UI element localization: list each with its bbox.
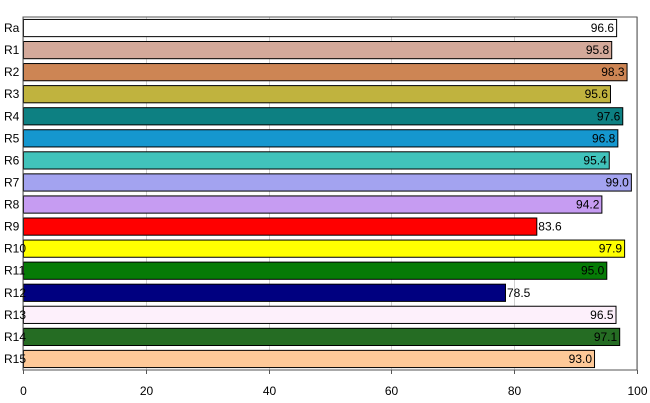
bar-r6 [23, 151, 610, 170]
category-label-r1: R1 [4, 43, 20, 57]
category-label-r9: R9 [4, 220, 20, 234]
bar-r11 [23, 261, 608, 280]
category-label-r11: R11 [4, 264, 25, 278]
data-label-r1: 95.8 [586, 43, 610, 57]
x-tick-label: 0 [20, 384, 27, 398]
data-label-ra: 96.6 [591, 21, 615, 35]
category-label-r4: R4 [4, 109, 20, 123]
x-tick-label: 40 [263, 384, 277, 398]
bar-r9 [23, 217, 538, 236]
x-tick-label: 20 [140, 384, 154, 398]
data-label-r8: 94.2 [576, 198, 600, 212]
bar-r7 [23, 173, 632, 192]
bar-r2 [23, 63, 628, 82]
x-tick-label: 60 [385, 384, 399, 398]
category-label-r14: R14 [4, 330, 26, 344]
data-label-r13: 96.5 [590, 308, 614, 322]
category-label-ra: Ra [4, 21, 20, 35]
data-label-r5: 96.8 [592, 131, 616, 145]
bar-r8 [23, 195, 603, 214]
data-label-r10: 97.9 [599, 242, 623, 256]
data-label-r14: 97.1 [594, 330, 618, 344]
bar-r12 [23, 283, 506, 302]
category-label-r8: R8 [4, 198, 20, 212]
data-label-r9: 83.6 [538, 220, 562, 234]
data-label-r7: 99.0 [606, 175, 630, 189]
data-label-r6: 95.4 [583, 153, 607, 167]
bar-r15 [23, 349, 596, 369]
category-label-r7: R7 [4, 175, 20, 189]
plot-area-frame [22, 16, 638, 371]
category-label-r12: R12 [4, 286, 26, 300]
category-label-r15: R15 [4, 352, 26, 366]
bar-r10 [23, 239, 626, 258]
category-label-r2: R2 [4, 65, 20, 79]
category-labels: Ra R1 R2 R3 R4 R5 R6 R7 R8 R9 R10 R11 R12 R13 R14 R15 [4, 21, 26, 366]
bar-r5 [23, 129, 619, 148]
bar-r4 [23, 107, 624, 126]
category-label-r5: R5 [4, 131, 20, 145]
x-tick-label: 80 [508, 384, 522, 398]
data-label-r3: 95.6 [585, 87, 609, 101]
data-label-r12: 78.5 [507, 286, 531, 300]
data-label-r15: 93.0 [569, 352, 593, 366]
x-axis-ticks: 0 20 40 60 80 100 [20, 370, 648, 398]
x-tick-label: 100 [627, 384, 647, 398]
category-label-r13: R13 [4, 308, 26, 322]
data-label-r2: 98.3 [601, 65, 625, 79]
bar-r13 [23, 305, 617, 324]
data-label-r11: 95.0 [581, 264, 605, 278]
bars [23, 18, 632, 369]
category-label-r6: R6 [4, 153, 20, 167]
bar-ra [23, 18, 618, 38]
category-label-r3: R3 [4, 87, 20, 101]
bar-r14 [23, 327, 621, 347]
data-labels: 96.6 95.8 98.3 95.6 97.6 96.8 95.4 99.0 94.2 83.6… [507, 21, 629, 366]
bar-r1 [23, 40, 613, 60]
data-label-r4: 97.6 [597, 109, 621, 123]
bar-r3 [23, 85, 611, 104]
category-label-r10: R10 [4, 242, 26, 256]
